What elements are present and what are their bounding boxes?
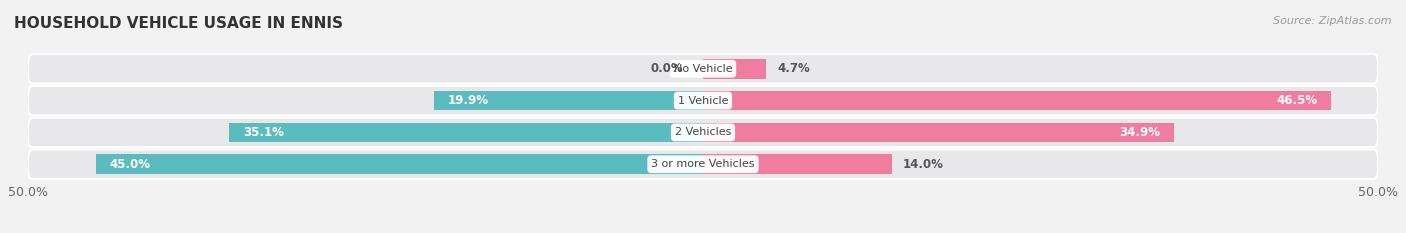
FancyBboxPatch shape xyxy=(28,150,1378,179)
FancyBboxPatch shape xyxy=(28,118,1378,147)
Bar xyxy=(434,91,703,110)
Text: HOUSEHOLD VEHICLE USAGE IN ENNIS: HOUSEHOLD VEHICLE USAGE IN ENNIS xyxy=(14,16,343,31)
Bar xyxy=(96,154,703,174)
Text: Source: ZipAtlas.com: Source: ZipAtlas.com xyxy=(1274,16,1392,26)
Bar xyxy=(703,123,1174,142)
Bar xyxy=(703,59,766,79)
Text: 45.0%: 45.0% xyxy=(110,158,150,171)
Text: 3 or more Vehicles: 3 or more Vehicles xyxy=(651,159,755,169)
Text: 35.1%: 35.1% xyxy=(243,126,284,139)
Text: 4.7%: 4.7% xyxy=(778,62,810,75)
Text: 0.0%: 0.0% xyxy=(650,62,683,75)
Text: 34.9%: 34.9% xyxy=(1119,126,1160,139)
Bar xyxy=(703,91,1330,110)
Text: 14.0%: 14.0% xyxy=(903,158,943,171)
Text: 1 Vehicle: 1 Vehicle xyxy=(678,96,728,106)
Text: 19.9%: 19.9% xyxy=(449,94,489,107)
FancyBboxPatch shape xyxy=(28,54,1378,83)
Text: 2 Vehicles: 2 Vehicles xyxy=(675,127,731,137)
Text: 46.5%: 46.5% xyxy=(1277,94,1317,107)
Bar xyxy=(229,123,703,142)
Text: No Vehicle: No Vehicle xyxy=(673,64,733,74)
Bar xyxy=(703,154,891,174)
FancyBboxPatch shape xyxy=(28,86,1378,115)
